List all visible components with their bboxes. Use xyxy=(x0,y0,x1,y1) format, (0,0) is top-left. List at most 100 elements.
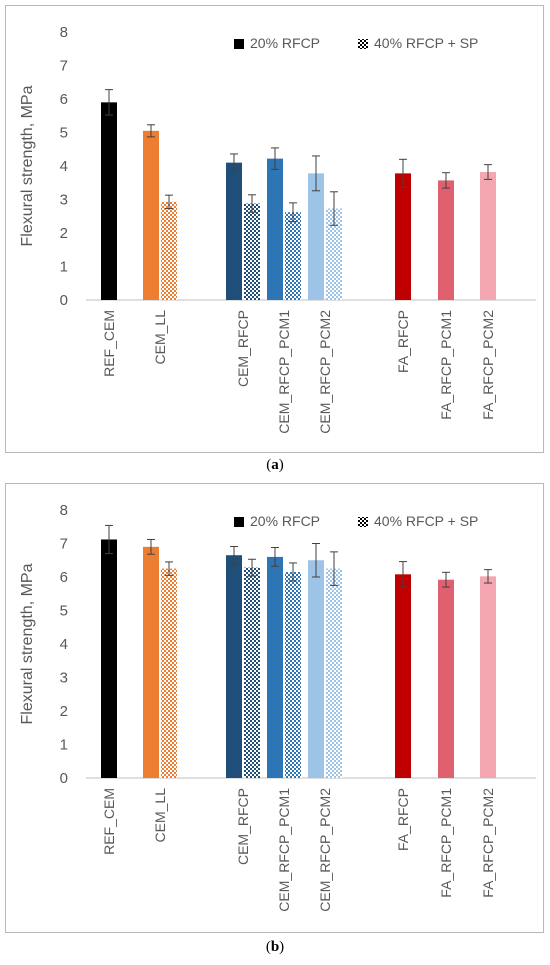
error-bar xyxy=(105,89,113,116)
legend-swatch-40pct xyxy=(358,39,368,49)
x-tick-label: CEM_LL xyxy=(152,310,168,365)
legend-label-20pct: 20% RFCP xyxy=(250,513,320,529)
error-bar xyxy=(230,546,238,565)
x-tick-label: CEM_RFCP_PCM2 xyxy=(317,310,333,434)
bar-20pct-rfcp xyxy=(101,102,117,300)
error-bar xyxy=(330,551,338,586)
x-tick-label: CEM_RFCP_PCM2 xyxy=(317,788,333,912)
bar-40pct-rfcp-sp xyxy=(326,568,342,778)
bar-20pct-rfcp xyxy=(480,576,496,778)
error-bar xyxy=(442,172,450,189)
error-bar xyxy=(442,571,450,588)
chart-a: Flexural strength, MPa 0 1 2 3 4 5 6 7 8 REF_CEM CE… xyxy=(19,24,536,434)
bar-20pct-rfcp xyxy=(226,162,242,300)
y-tick-label: 8 xyxy=(60,502,68,519)
y-tick-label: 1 xyxy=(60,259,68,276)
x-tick-label: FA_RFCP xyxy=(395,310,411,373)
error-bar xyxy=(147,538,155,555)
chart-panel-a: Flexural strength, MPa 0 1 2 3 4 5 6 7 8 REF_CEM CE… xyxy=(5,5,544,453)
y-tick-label: 3 xyxy=(60,192,68,209)
y-tick-label: 5 xyxy=(60,125,68,142)
y-tick-label: 4 xyxy=(60,636,68,653)
legend-swatch-20pct xyxy=(234,517,244,527)
error-bar xyxy=(105,524,113,555)
x-tick-label: CEM_LL xyxy=(152,788,168,843)
y-axis-title: Flexural strength, MPa xyxy=(19,85,36,246)
error-bar xyxy=(248,194,256,213)
bar-20pct-rfcp xyxy=(143,130,159,300)
legend-label-20pct: 20% RFCP xyxy=(250,35,320,51)
error-bar xyxy=(484,569,492,584)
error-bar xyxy=(230,153,238,172)
bar-20pct-rfcp xyxy=(395,173,411,300)
error-bar xyxy=(271,547,279,567)
y-tick-label: 5 xyxy=(60,603,68,620)
caption-a: (a) xyxy=(266,457,284,473)
y-tick-label: 7 xyxy=(60,536,68,553)
bar-40pct-rfcp-sp xyxy=(285,571,301,778)
bar-20pct-rfcp xyxy=(226,555,242,778)
error-bar xyxy=(147,124,155,138)
bar-20pct-rfcp xyxy=(267,158,283,300)
bar-40pct-rfcp-sp xyxy=(161,201,177,300)
y-tick-label: 0 xyxy=(60,770,68,787)
bar-20pct-rfcp xyxy=(143,546,159,778)
y-axis-title: Flexural strength, MPa xyxy=(19,563,36,724)
bar-40pct-rfcp-sp xyxy=(285,212,301,300)
x-tick-label: CEM_RFCP xyxy=(235,310,251,387)
error-bar xyxy=(330,191,338,226)
y-tick-label: 2 xyxy=(60,225,68,242)
x-tick-label: CEM_RFCP_PCM1 xyxy=(276,310,292,434)
x-tick-label: FA_RFCP_PCM2 xyxy=(480,310,496,420)
y-tick-label: 6 xyxy=(60,91,68,108)
bar-40pct-rfcp-sp xyxy=(326,208,342,300)
bar-20pct-rfcp xyxy=(438,180,454,300)
x-tick-label: REF_CEM xyxy=(101,788,117,855)
legend: 20% RFCP 40% RFCP + SP xyxy=(234,35,478,51)
bar-20pct-rfcp xyxy=(267,556,283,778)
bar-40pct-rfcp-sp xyxy=(244,567,260,778)
x-tick-label: CEM_RFCP_PCM1 xyxy=(276,788,292,912)
error-bar xyxy=(289,562,297,582)
y-tick-label: 7 xyxy=(60,58,68,75)
x-tick-label: FA_RFCP_PCM1 xyxy=(438,310,454,420)
error-bar xyxy=(165,561,173,576)
error-bar xyxy=(165,194,173,210)
bar-20pct-rfcp xyxy=(438,579,454,778)
caption-b: (b) xyxy=(265,939,285,955)
bar-20pct-rfcp xyxy=(308,173,324,300)
legend-swatch-40pct xyxy=(358,517,368,527)
error-bar xyxy=(312,543,320,578)
bar-40pct-rfcp-sp xyxy=(161,568,177,778)
legend-label-40pct: 40% RFCP + SP xyxy=(374,35,478,51)
legend-swatch-20pct xyxy=(234,39,244,49)
caption-b-letter: b xyxy=(270,939,280,955)
error-bar xyxy=(312,155,320,192)
error-bar xyxy=(289,202,297,223)
y-tick-label: 3 xyxy=(60,670,68,687)
y-tick-label: 8 xyxy=(60,24,68,41)
bar-20pct-rfcp xyxy=(395,574,411,778)
error-bar xyxy=(248,558,256,577)
y-tick-label: 6 xyxy=(60,569,68,586)
bar-20pct-rfcp xyxy=(101,539,117,778)
chart-b: Flexural strength, MPa 0 1 2 3 4 5 6 7 8 REF_CEM CE… xyxy=(19,502,536,912)
chart-panel-b: Flexural strength, MPa 0 1 2 3 4 5 6 7 8 REF_CEM CE… xyxy=(5,483,544,933)
x-tick-label: FA_RFCP_PCM2 xyxy=(480,788,496,898)
legend: 20% RFCP 40% RFCP + SP xyxy=(234,513,478,529)
y-tick-label: 1 xyxy=(60,737,68,754)
error-bar xyxy=(484,164,492,180)
error-bar xyxy=(399,561,407,588)
error-bar xyxy=(271,147,279,170)
x-tick-label: FA_RFCP xyxy=(395,788,411,851)
caption-a-letter: a xyxy=(271,457,279,473)
legend-label-40pct: 40% RFCP + SP xyxy=(374,513,478,529)
bar-20pct-rfcp xyxy=(308,560,324,778)
bar-40pct-rfcp-sp xyxy=(244,203,260,300)
x-tick-label: REF_CEM xyxy=(101,310,117,377)
y-tick-label: 2 xyxy=(60,703,68,720)
error-bar xyxy=(399,158,407,188)
bar-20pct-rfcp xyxy=(480,172,496,300)
y-tick-label: 0 xyxy=(60,292,68,309)
y-tick-label: 4 xyxy=(60,158,68,175)
